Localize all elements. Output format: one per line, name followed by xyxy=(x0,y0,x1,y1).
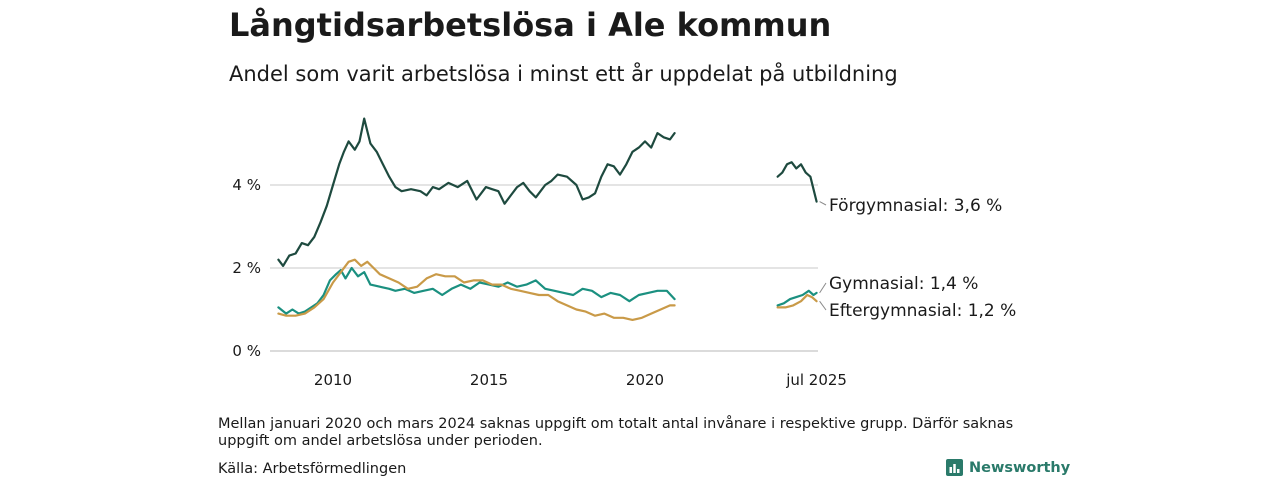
x-axis-ticks: 2010 2015 2020 jul 2025 xyxy=(314,371,847,389)
y-tick-label: 2 % xyxy=(232,259,261,277)
series-end-label: Eftergymnasial: 1,2 % xyxy=(829,301,1016,321)
brand-name: Newsworthy xyxy=(969,459,1071,476)
series-labels: Förgymnasial: 3,6 % Gymnasial: 1,4 % Efter… xyxy=(819,196,1016,321)
x-tick-label: 2015 xyxy=(470,371,508,389)
series-end-label: Förgymnasial: 3,6 % xyxy=(829,196,1002,216)
label-connector xyxy=(819,300,827,311)
series-line-gymnasial xyxy=(277,266,676,315)
newsworthy-logo-icon xyxy=(946,459,963,476)
series-line-gymnasial xyxy=(776,289,818,307)
x-tick-label: jul 2025 xyxy=(785,371,847,389)
series-lines xyxy=(277,117,818,321)
series-line-eftergymnasial xyxy=(776,293,818,309)
label-connector xyxy=(819,282,827,294)
y-tick-label: 4 % xyxy=(232,176,261,194)
chart-title: Långtidsarbetslösa i Ale kommun xyxy=(229,6,832,44)
y-axis-ticks: 0 % 2 % 4 % xyxy=(232,176,261,360)
y-tick-label: 0 % xyxy=(232,342,261,360)
series-line-förgymnasial xyxy=(277,117,676,267)
source-text: Källa: Arbetsförmedlingen xyxy=(218,461,407,477)
series-end-label: Gymnasial: 1,4 % xyxy=(829,274,978,294)
x-tick-label: 2010 xyxy=(314,371,352,389)
chart-subtitle: Andel som varit arbetslösa i minst ett å… xyxy=(229,62,898,86)
brand-logo: Newsworthy xyxy=(946,459,1070,476)
footnote: Mellan januari 2020 och mars 2024 saknas… xyxy=(218,416,1014,449)
series-line-eftergymnasial xyxy=(277,258,676,321)
label-connector xyxy=(819,201,827,206)
x-tick-label: 2020 xyxy=(626,371,664,389)
series-line-förgymnasial xyxy=(776,161,818,203)
